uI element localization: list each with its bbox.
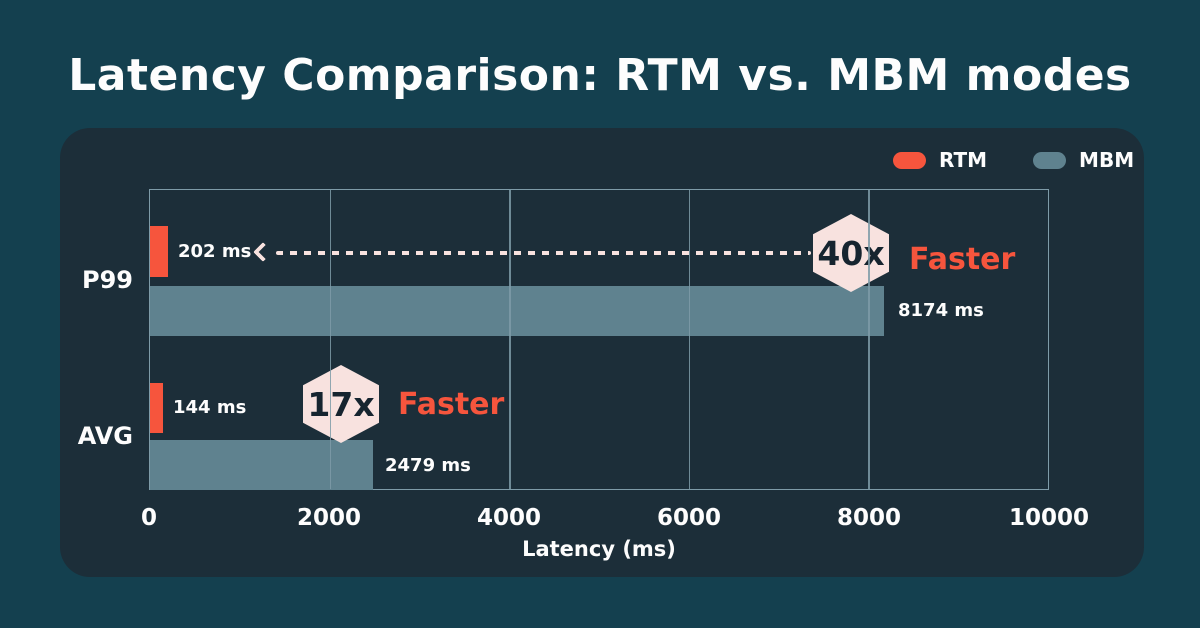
legend-swatch-mbm-icon — [1033, 151, 1067, 169]
y-category-label-avg: AVG — [77, 422, 133, 450]
value-label-mbm-p99: 8174 ms — [898, 300, 984, 321]
gridline — [509, 190, 511, 489]
speedup-dashed-line — [276, 251, 811, 255]
legend-item-rtm: RTM — [893, 148, 987, 172]
bar-rtm-p99 — [150, 226, 169, 277]
bar-mbm-avg — [150, 440, 373, 490]
y-category-label-p99: P99 — [82, 266, 133, 294]
arrow-left-icon — [253, 242, 273, 262]
x-axis-ticks: 0 2000 4000 6000 8000 10000 — [141, 504, 1089, 532]
bar-mbm-p99 — [150, 286, 885, 336]
x-tick-label: 4000 — [476, 505, 542, 531]
value-label-rtm-p99: 202 ms — [178, 241, 252, 262]
legend: RTM MBM — [893, 148, 1134, 172]
bar-rtm-avg — [150, 383, 163, 433]
value-label-mbm-avg: 2479 ms — [385, 455, 471, 476]
gridline — [329, 190, 332, 489]
legend-label-rtm: RTM — [939, 148, 988, 172]
speedup-badge-avg: 17x — [303, 365, 379, 443]
chart-panel — [60, 128, 1144, 577]
legend-swatch-rtm-icon — [893, 151, 926, 169]
speedup-badge-avg-text: 17x — [307, 384, 375, 424]
x-tick-label: 0 — [140, 505, 158, 531]
faster-label-avg: Faster — [398, 387, 505, 422]
gridline — [688, 190, 691, 489]
x-tick-label: 2000 — [296, 505, 362, 531]
x-tick-label: 8000 — [836, 505, 902, 531]
speedup-badge-p99-text: 40x — [817, 233, 885, 273]
speedup-badge-p99: 40x — [813, 214, 889, 292]
chart-title: Latency Comparison: RTM vs. MBM modes — [68, 50, 1132, 101]
faster-label-p99: Faster — [909, 242, 1016, 277]
legend-item-mbm: MBM — [1033, 148, 1134, 172]
x-axis-title: Latency (ms) — [522, 537, 676, 561]
legend-label-mbm: MBM — [1079, 148, 1135, 172]
value-label-rtm-avg: 144 ms — [173, 397, 247, 418]
x-tick-label: 10000 — [1008, 505, 1090, 531]
x-tick-label: 6000 — [656, 505, 722, 531]
plot-area: 202 ms 8174 ms 40x Faster 144 ms 2479 ms… — [149, 189, 1049, 490]
gridline — [868, 190, 870, 489]
